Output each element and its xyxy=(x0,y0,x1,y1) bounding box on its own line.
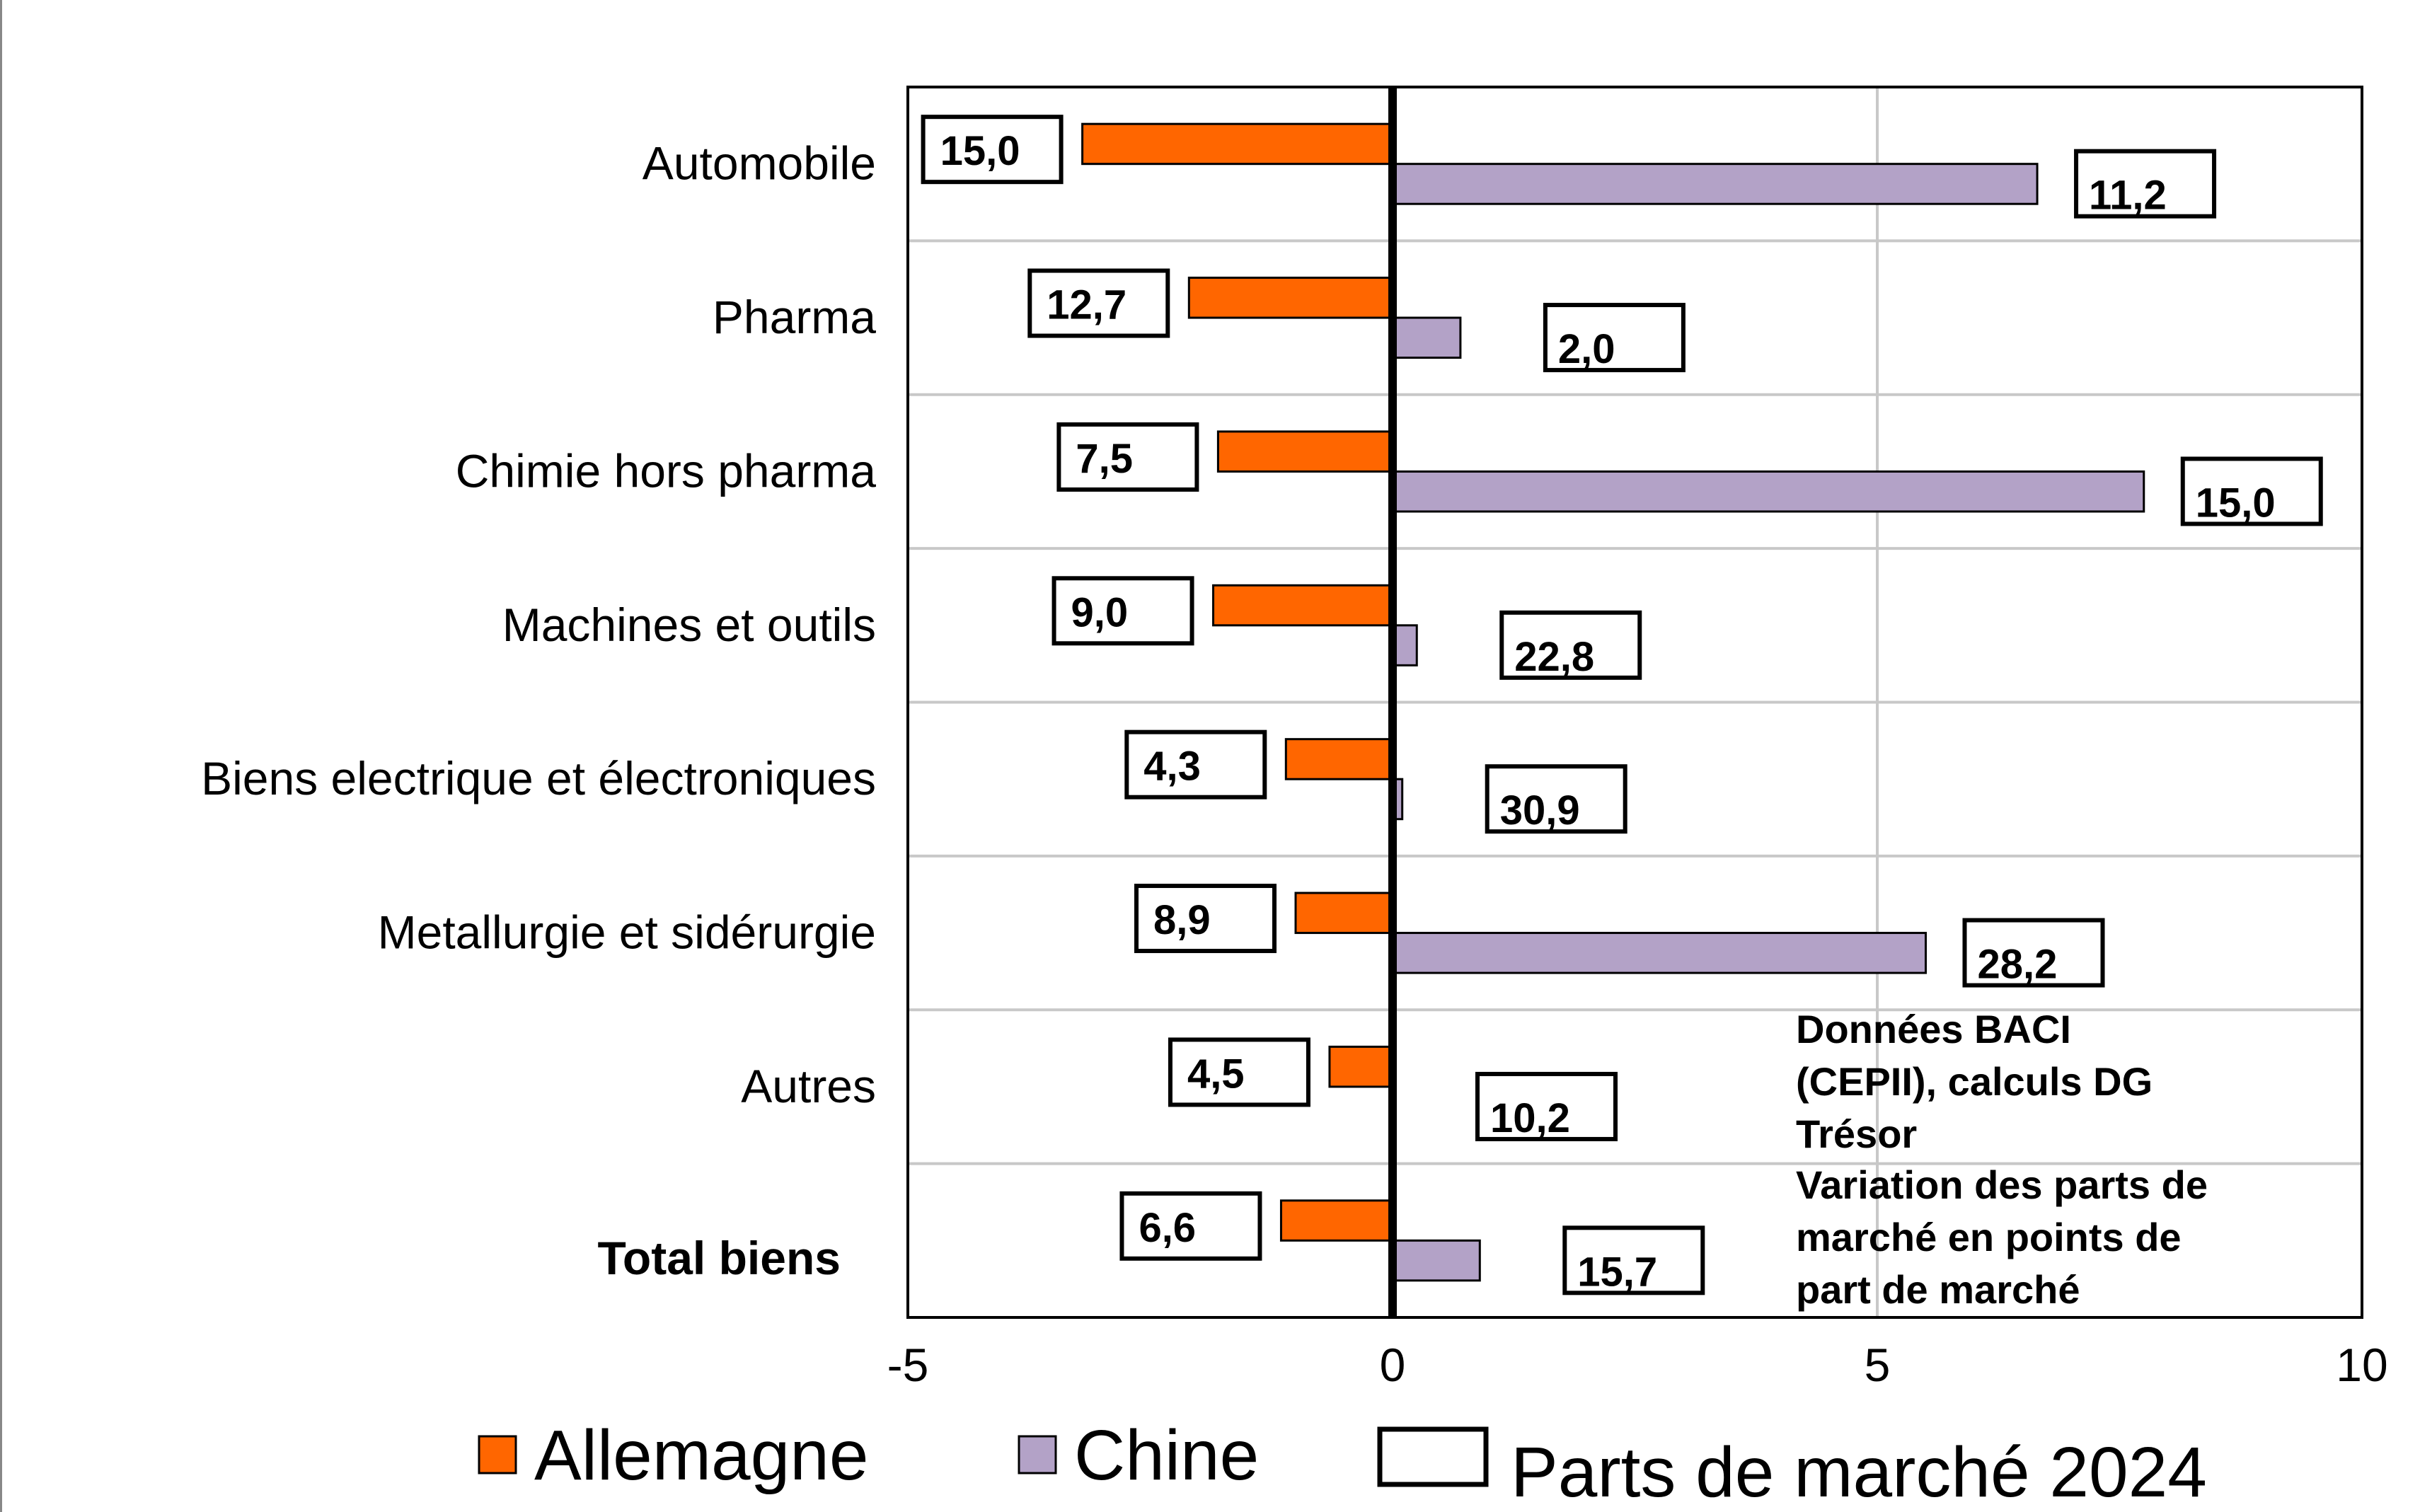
annotation-line: marché en points de xyxy=(1796,1215,2182,1259)
annotation-line: part de marché xyxy=(1796,1267,2080,1312)
share-label-chine: 30,9 xyxy=(1500,787,1580,833)
bar-allemagne xyxy=(1216,430,1394,473)
bar-chine xyxy=(1391,1239,1481,1282)
share-box-allemagne xyxy=(1124,729,1267,800)
share-box-allemagne xyxy=(1119,1191,1262,1261)
legend-swatch-allemagne xyxy=(478,1435,517,1475)
bar-chine xyxy=(1391,316,1462,359)
x-tick-label: -5 xyxy=(887,1339,929,1391)
share-box-allemagne xyxy=(1056,422,1199,492)
category-label: Autres xyxy=(741,1060,876,1112)
share-box-chine xyxy=(2180,456,2323,526)
share-label-allemagne: 7,5 xyxy=(1076,436,1133,482)
bar-allemagne xyxy=(1294,891,1394,935)
annotation-line: (CEPII), calculs DG xyxy=(1796,1059,2153,1104)
plot-border xyxy=(906,86,2363,1319)
bar-chine xyxy=(1391,163,2039,205)
share-box-allemagne xyxy=(1168,1037,1310,1107)
share-box-chine xyxy=(1485,764,1627,834)
share-label-chine: 2,0 xyxy=(1558,326,1615,372)
share-label-chine: 15,7 xyxy=(1577,1249,1657,1295)
share-label-chine: 28,2 xyxy=(1978,942,2058,988)
legend-swatch-box xyxy=(1377,1426,1489,1487)
share-label-allemagne: 15,0 xyxy=(940,128,1020,174)
x-tick-label: 0 xyxy=(1380,1339,1406,1391)
share-box-chine xyxy=(1475,1071,1618,1141)
bar-allemagne xyxy=(1212,584,1394,627)
share-box-allemagne xyxy=(1051,576,1194,646)
share-box-allemagne xyxy=(921,115,1064,185)
bar-allemagne xyxy=(1081,122,1394,166)
share-label-chine: 11,2 xyxy=(2089,173,2167,219)
share-label-allemagne: 6,6 xyxy=(1139,1205,1196,1251)
share-box-chine xyxy=(1499,610,1642,680)
category-label: Metallurgie et sidérurgie xyxy=(378,906,876,959)
share-box-chine xyxy=(1562,1225,1705,1295)
category-label: Pharma xyxy=(713,291,876,343)
legend-label-chine: Chine xyxy=(1074,1416,1259,1495)
bar-allemagne xyxy=(1328,1045,1394,1088)
bar-allemagne xyxy=(1279,1199,1394,1242)
bar-allemagne xyxy=(1284,738,1394,780)
annotation-line: Trésor xyxy=(1796,1112,1917,1156)
x-tick-label: 5 xyxy=(1865,1339,1891,1391)
share-label-allemagne: 9,0 xyxy=(1071,589,1129,635)
category-label: Machines et outils xyxy=(502,599,876,651)
category-label: Biens electrique et électroniques xyxy=(201,752,876,804)
share-label-allemagne: 4,3 xyxy=(1143,744,1201,790)
share-label-chine: 10,2 xyxy=(1490,1095,1570,1141)
annotation-line: Variation des parts de xyxy=(1796,1162,2208,1207)
legend-label-allemagne: Allemagne xyxy=(534,1416,869,1495)
share-label-allemagne: 8,9 xyxy=(1153,897,1211,943)
x-tick-label: 10 xyxy=(2336,1339,2387,1391)
bar-allemagne xyxy=(1187,277,1394,319)
share-box-chine xyxy=(1543,303,1686,373)
share-label-allemagne: 12,7 xyxy=(1047,282,1127,328)
share-box-allemagne xyxy=(1134,884,1277,954)
annotation-line: Données BACI xyxy=(1796,1007,2071,1051)
category-label: Total biens xyxy=(598,1232,841,1284)
bar-chine xyxy=(1391,932,1927,974)
share-label-chine: 22,8 xyxy=(1514,634,1594,680)
legend-swatch-chine xyxy=(1018,1435,1057,1475)
share-label-chine: 15,0 xyxy=(2196,480,2276,526)
category-label: Chimie hors pharma xyxy=(456,444,877,497)
category-label: Automobile xyxy=(643,137,876,190)
share-box-allemagne xyxy=(1027,268,1170,338)
legend-label-box: Parts de marché 2024 xyxy=(1511,1433,2207,1512)
share-box-chine xyxy=(2074,149,2217,219)
share-box-chine xyxy=(1962,918,2105,988)
bar-chine xyxy=(1391,470,2145,513)
share-label-allemagne: 4,5 xyxy=(1187,1051,1245,1097)
